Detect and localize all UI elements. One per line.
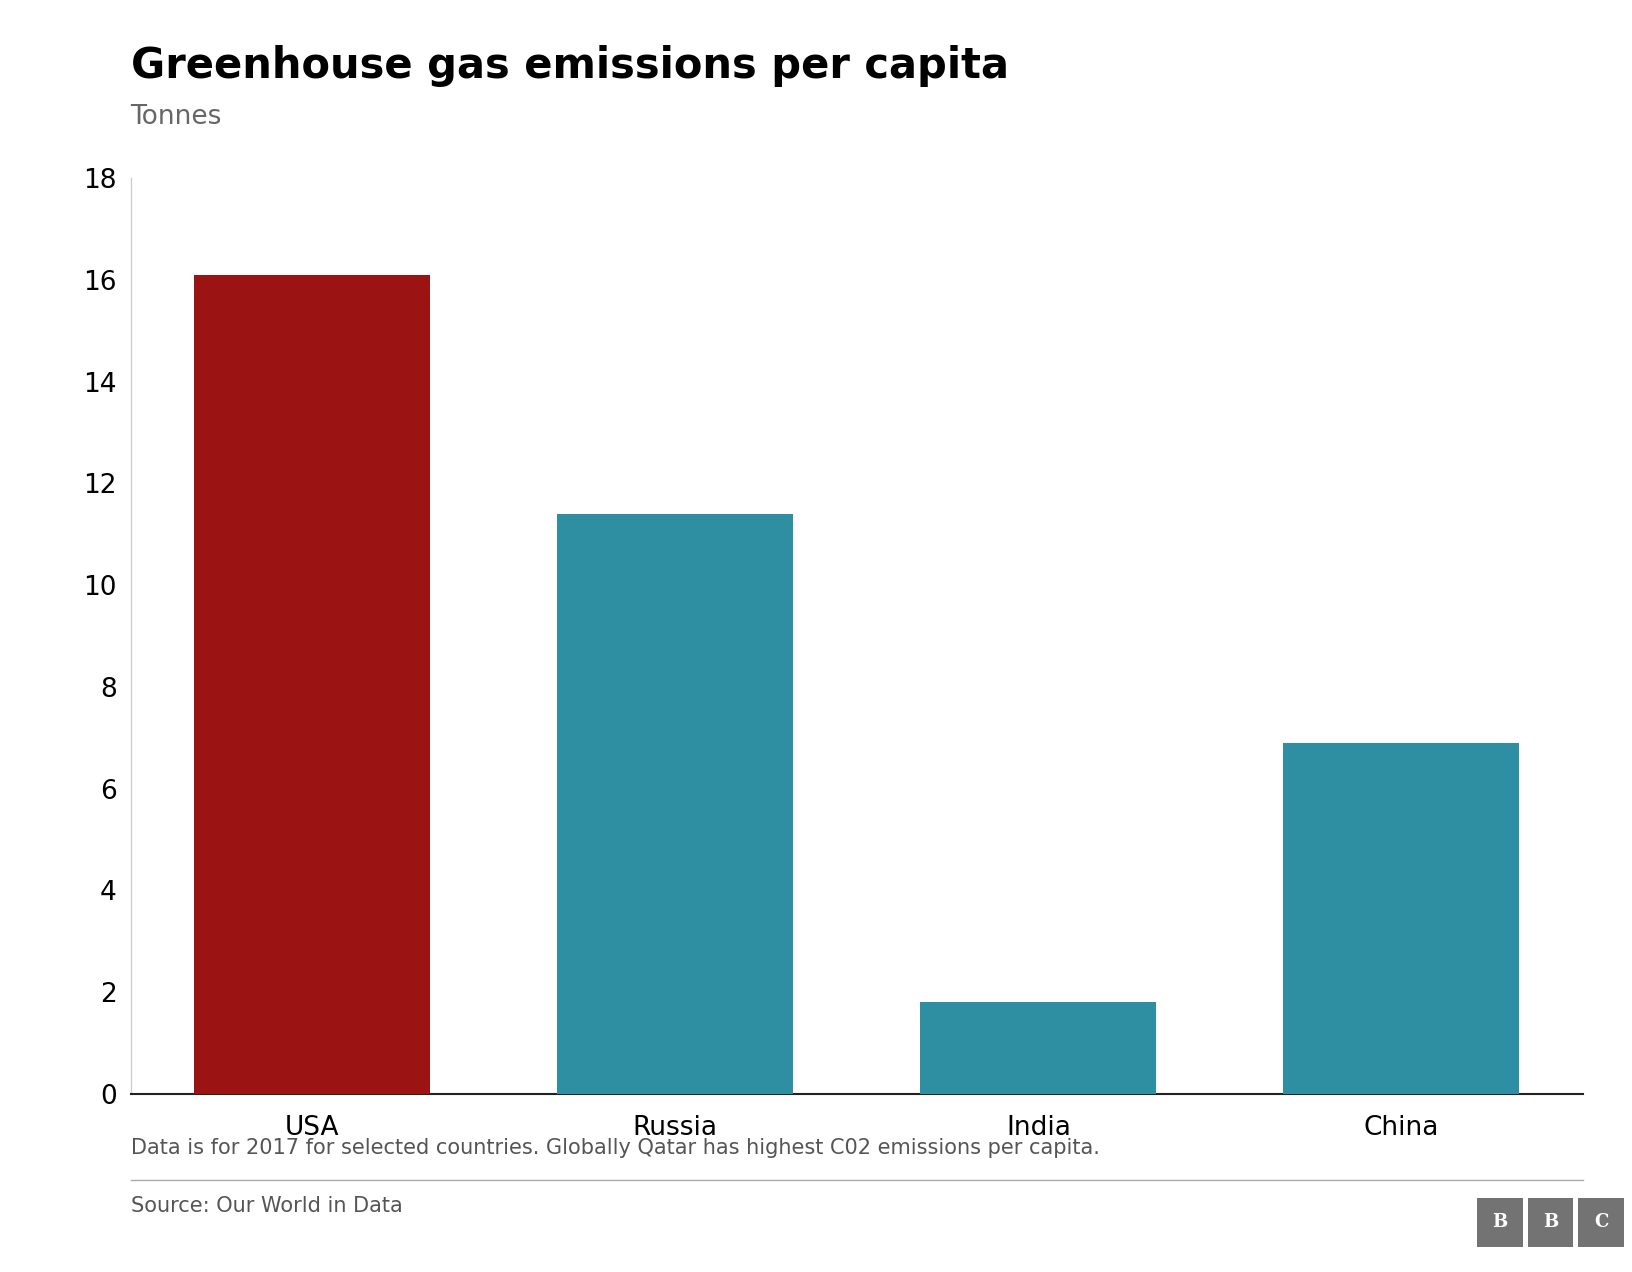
Text: Source: Our World in Data: Source: Our World in Data [131,1196,403,1216]
Bar [194,275,431,1094]
Text: B: B [1542,1213,1559,1231]
Text: B: B [1492,1213,1508,1231]
Bar [557,514,793,1094]
Text: Data is for 2017 for selected countries. Globally Qatar has highest C02 emission: Data is for 2017 for selected countries.… [131,1138,1100,1159]
Text: C: C [1594,1213,1608,1231]
Text: Tonnes: Tonnes [131,104,222,130]
Bar [1283,743,1519,1094]
Text: Greenhouse gas emissions per capita: Greenhouse gas emissions per capita [131,45,1009,86]
Bar [920,1002,1157,1094]
